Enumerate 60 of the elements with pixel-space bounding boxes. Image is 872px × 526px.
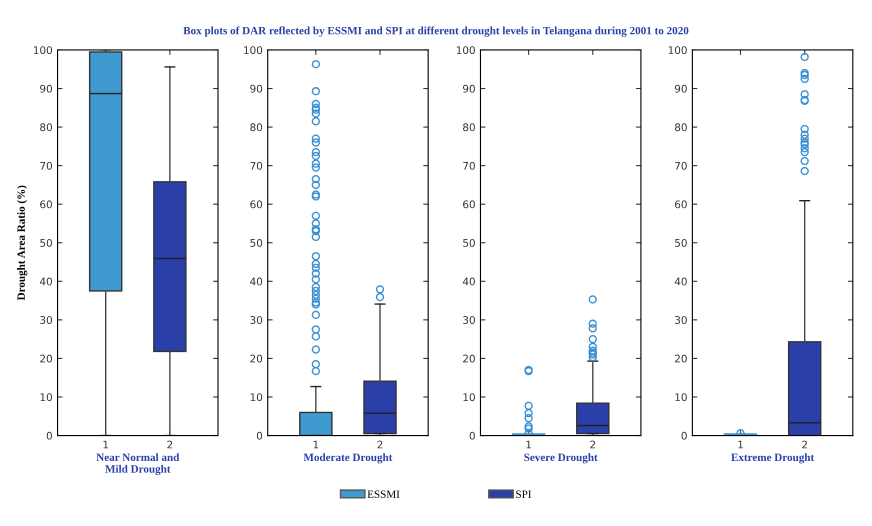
y-tick-label: 80 (674, 123, 687, 132)
y-tick-label: 0 (256, 432, 262, 440)
y-tick-label: 70 (675, 162, 687, 170)
y-tick-label: 60 (674, 200, 687, 208)
y-tick-label: 10 (464, 393, 475, 402)
x-axis-title: Near Normal and Mild Drought (96, 453, 180, 476)
y-tick-label: 90 (40, 84, 52, 93)
y-tick-label: 10 (675, 393, 687, 402)
y-tick-label: 60 (463, 200, 475, 208)
x-tick-label: 2 (167, 440, 172, 448)
y-tick-label: 60 (250, 200, 262, 208)
x-tick-label: 1 (738, 440, 743, 448)
y-tick-label: 30 (40, 316, 52, 324)
y-tick-label: 20 (250, 354, 262, 363)
y-tick-label: 50 (463, 238, 475, 247)
y-tick-label: 80 (40, 123, 52, 132)
y-tick-label: 0 (470, 432, 475, 440)
x-axis-title: Moderate Drought (304, 453, 392, 464)
y-tick-label: 30 (463, 316, 475, 324)
y-tick-label: 80 (250, 123, 262, 132)
y-tick-label: 40 (462, 278, 475, 286)
x-tick-label: 2 (802, 440, 807, 448)
x-tick-label: 2 (377, 440, 382, 448)
y-tick-label: 20 (463, 354, 475, 363)
y-tick-label: 70 (40, 162, 52, 170)
y-tick-label: 20 (675, 354, 687, 363)
y-tick-label: 60 (40, 200, 52, 208)
y-tick-label: 50 (40, 238, 52, 247)
x-axis-title: Extreme Drought (731, 453, 814, 464)
y-tick-label: 100 (668, 46, 687, 54)
y-tick-label: 90 (674, 84, 687, 93)
y-tick-label: 30 (250, 316, 262, 324)
y-tick-label: 40 (250, 278, 262, 286)
y-tick-label: 0 (46, 432, 52, 440)
y-tick-label: 40 (40, 278, 52, 286)
y-axis-title: Drought Area Ratio (%) (17, 186, 28, 300)
y-tick-label: 50 (250, 238, 262, 247)
y-tick-label: 90 (250, 84, 262, 93)
text: Box plots of DAR reflected by ESSMI and SPI at different drought levels in Telangana during 2001 to 2020 (183, 26, 688, 37)
y-tick-label: 70 (463, 162, 475, 170)
legend-label: SPI (516, 490, 532, 498)
y-tick-label: 40 (674, 278, 687, 286)
y-tick-label: 20 (40, 354, 52, 363)
x-tick-label: 1 (314, 440, 318, 448)
legend-label: ESSMI (367, 490, 400, 498)
x-tick-label: 1 (104, 440, 108, 448)
y-tick-label: 80 (463, 123, 475, 132)
x-tick-label: 1 (526, 440, 531, 448)
y-tick-label: 10 (40, 393, 52, 402)
y-tick-label: 90 (463, 84, 475, 93)
x-axis-title: Severe Drought (524, 453, 598, 464)
y-tick-label: 70 (250, 162, 262, 170)
y-tick-label: 10 (250, 393, 262, 402)
y-tick-label: 100 (456, 46, 475, 54)
y-tick-label: 100 (34, 46, 52, 54)
x-tick-label: 2 (590, 440, 596, 448)
y-tick-label: 30 (675, 316, 687, 324)
y-tick-label: 0 (682, 432, 687, 440)
y-tick-label: 100 (244, 46, 262, 54)
y-tick-label: 50 (675, 238, 687, 247)
